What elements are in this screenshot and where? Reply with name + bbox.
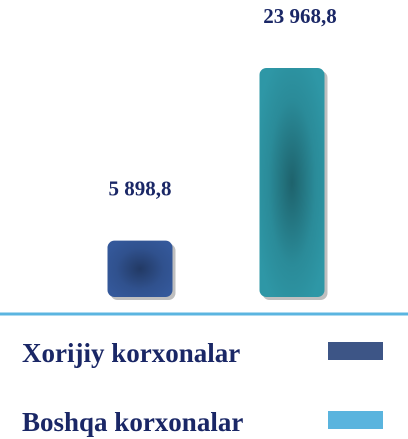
legend-swatch — [328, 411, 383, 429]
bar-shade — [107, 240, 173, 297]
value-label: 5 898,8 — [109, 177, 172, 201]
bar-shade — [259, 68, 325, 297]
legend-label: Xorijiy korxonalar — [22, 338, 240, 368]
value-label: 23 968,8 — [263, 4, 337, 28]
legend-swatch — [328, 342, 383, 360]
legend-label: Boshqa korxonalar — [22, 407, 243, 437]
